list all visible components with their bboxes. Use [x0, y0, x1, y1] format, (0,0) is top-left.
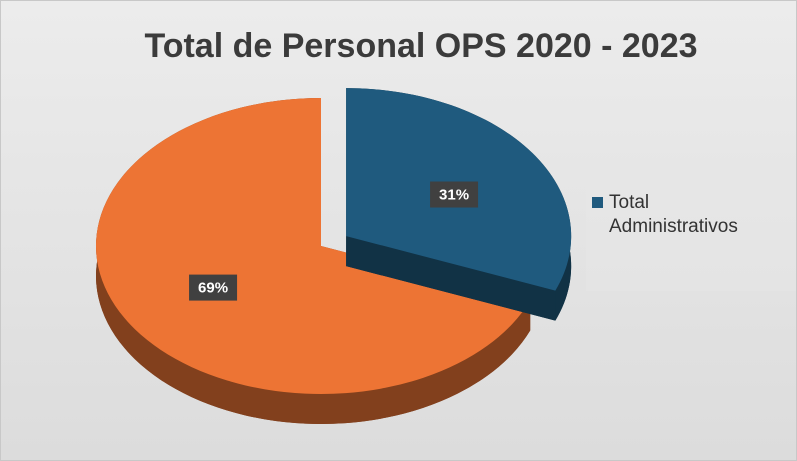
legend-panel — [586, 181, 796, 291]
chart-title: Total de Personal OPS 2020 - 2023 — [144, 27, 697, 65]
data-label: 31% — [439, 186, 469, 203]
label-box — [430, 181, 479, 208]
label-box — [189, 274, 238, 301]
legend-label: Total Administrativos — [609, 192, 738, 237]
data-label: 69% — [198, 280, 228, 297]
legend-swatch — [592, 197, 603, 208]
slice-edge — [346, 236, 556, 321]
pie-slice — [96, 98, 531, 394]
